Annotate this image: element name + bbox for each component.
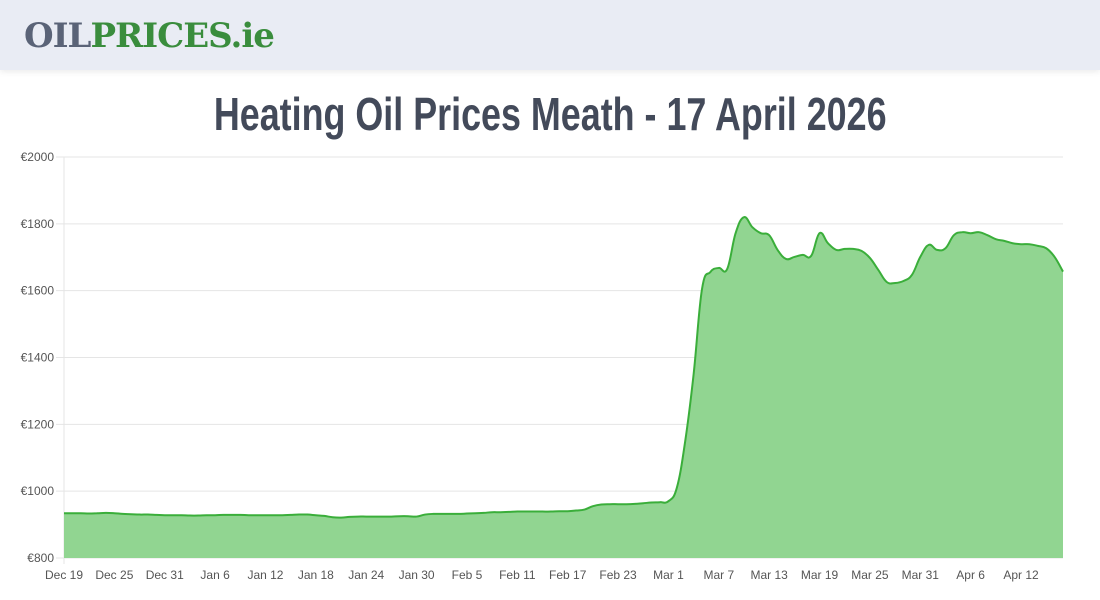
x-tick-label: Jan 6 [200, 568, 230, 582]
x-tick-label: Mar 19 [801, 568, 839, 582]
x-tick-label: Jan 24 [348, 568, 384, 582]
x-tick-label: Feb 23 [599, 568, 637, 582]
x-tick-label: Feb 5 [452, 568, 483, 582]
y-tick-label: €1200 [21, 417, 55, 431]
x-tick-label: Mar 7 [703, 568, 734, 582]
x-tick-label: Apr 12 [1003, 568, 1039, 582]
y-tick-label: €1400 [21, 351, 55, 365]
logo-text-oil: OIL [24, 16, 91, 56]
site-logo[interactable]: OILPRICES.ie [24, 16, 275, 56]
x-tick-label: Jan 12 [247, 568, 283, 582]
y-tick-label: €2000 [21, 150, 55, 164]
y-tick-label: €1800 [21, 217, 55, 231]
y-tick-label: €1600 [21, 284, 55, 298]
x-tick-label: Mar 25 [851, 568, 889, 582]
x-tick-label: Apr 6 [956, 568, 985, 582]
price-area-fill [64, 217, 1063, 559]
x-tick-label: Jan 18 [298, 568, 334, 582]
x-tick-label: Mar 13 [750, 568, 788, 582]
x-tick-label: Mar 31 [902, 568, 940, 582]
page-title: Heating Oil Prices Meath - 17 April 2026 [0, 84, 1100, 144]
price-line [64, 216, 1064, 519]
x-tick-label: Mar 1 [653, 568, 684, 582]
page-title-text: Heating Oil Prices Meath - 17 April 2026 [213, 88, 887, 140]
logo-text-prices: PRICES.ie [90, 16, 274, 56]
x-tick-label: Feb 17 [549, 568, 587, 582]
y-tick-label: €1000 [21, 484, 55, 498]
x-tick-label: Dec 31 [146, 568, 184, 582]
y-tick-label: €800 [27, 551, 54, 565]
site-header: OILPRICES.ie [0, 0, 1100, 70]
x-tick-label: Dec 19 [45, 568, 83, 582]
x-tick-label: Dec 25 [95, 568, 133, 582]
x-tick-label: Feb 11 [499, 568, 536, 582]
x-tick-label: Jan 30 [399, 568, 435, 582]
